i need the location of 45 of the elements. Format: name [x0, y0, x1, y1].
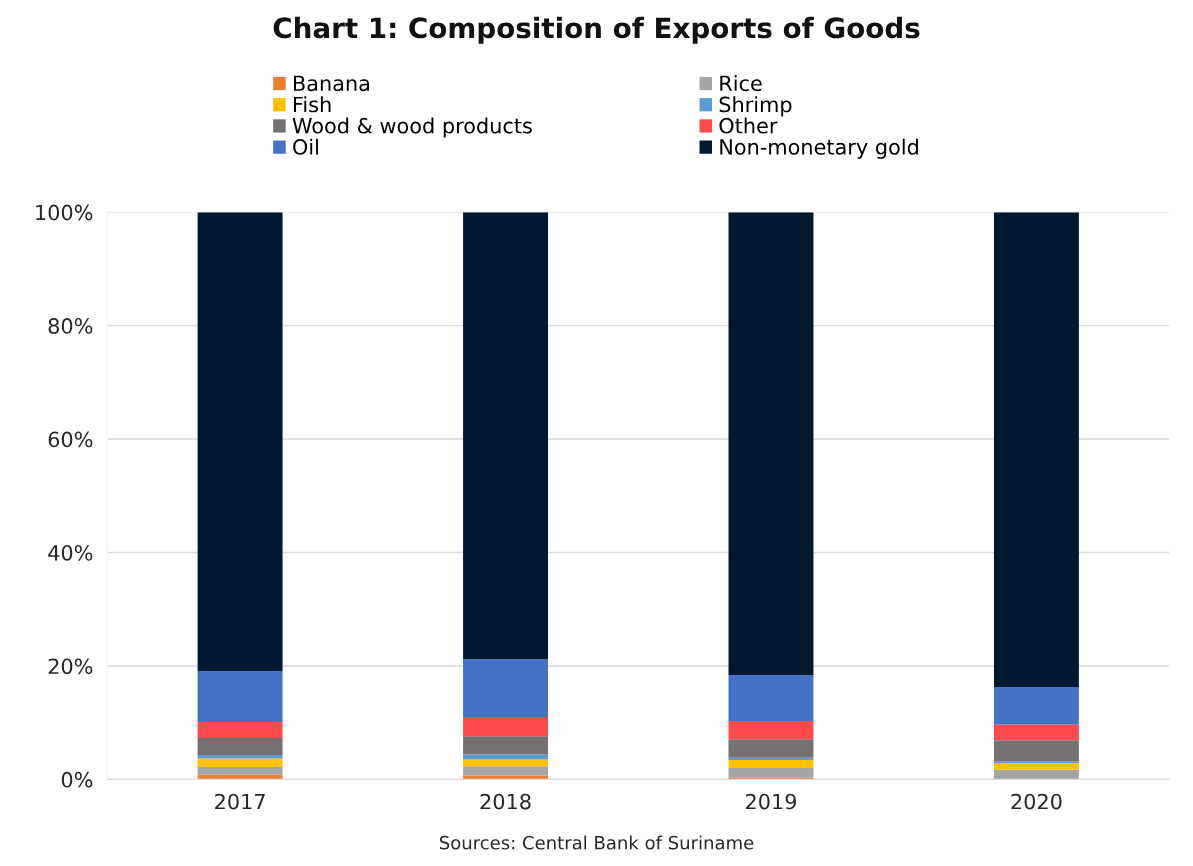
bar — [728, 768, 814, 778]
y-tick-label: 40% — [48, 544, 93, 561]
bar — [993, 724, 1079, 741]
bar — [463, 717, 548, 737]
legend-label: Other — [719, 117, 778, 134]
x-tick-label: 2018 — [480, 793, 531, 810]
chart-title: Chart 1: Composition of Exports of Goods — [273, 16, 920, 44]
bar — [463, 212, 548, 660]
bar — [197, 737, 283, 756]
bar — [993, 740, 1079, 762]
y-tick-label: 100% — [36, 204, 93, 221]
x-tick-label: 2017 — [215, 793, 265, 810]
bar — [197, 722, 283, 738]
bar — [728, 760, 814, 769]
bar — [728, 212, 814, 676]
bar — [197, 758, 283, 767]
y-tick-label: 20% — [48, 658, 93, 675]
legend-label: Wood & wood products — [292, 117, 532, 138]
bar — [463, 754, 548, 760]
bar — [728, 739, 814, 758]
source-note: Sources: Central Bank of Suriname — [439, 835, 754, 850]
bar — [197, 671, 283, 723]
bar — [993, 212, 1079, 687]
bar — [993, 686, 1079, 725]
bar — [463, 766, 548, 776]
bar — [463, 775, 548, 780]
x-tick-label: 2019 — [745, 793, 797, 810]
legend-label: Rice — [720, 75, 762, 92]
y-tick-label: 60% — [48, 431, 93, 448]
legend-label: Non-monetary gold — [720, 138, 918, 159]
legend-label: Oil — [293, 138, 318, 155]
bar — [197, 212, 283, 672]
bar — [728, 675, 814, 721]
legend-label: Shrimp — [719, 96, 792, 117]
bar — [728, 720, 814, 740]
y-tick-label: 0% — [61, 771, 93, 788]
bar — [197, 766, 283, 775]
bar — [463, 659, 548, 717]
bar — [993, 769, 1079, 780]
x-tick-label: 2020 — [1011, 793, 1062, 810]
bar — [993, 762, 1079, 770]
legend-label: Banana — [293, 75, 370, 92]
bar — [463, 736, 548, 755]
y-tick-label: 80% — [48, 318, 93, 334]
legend-label: Fish — [293, 96, 331, 113]
